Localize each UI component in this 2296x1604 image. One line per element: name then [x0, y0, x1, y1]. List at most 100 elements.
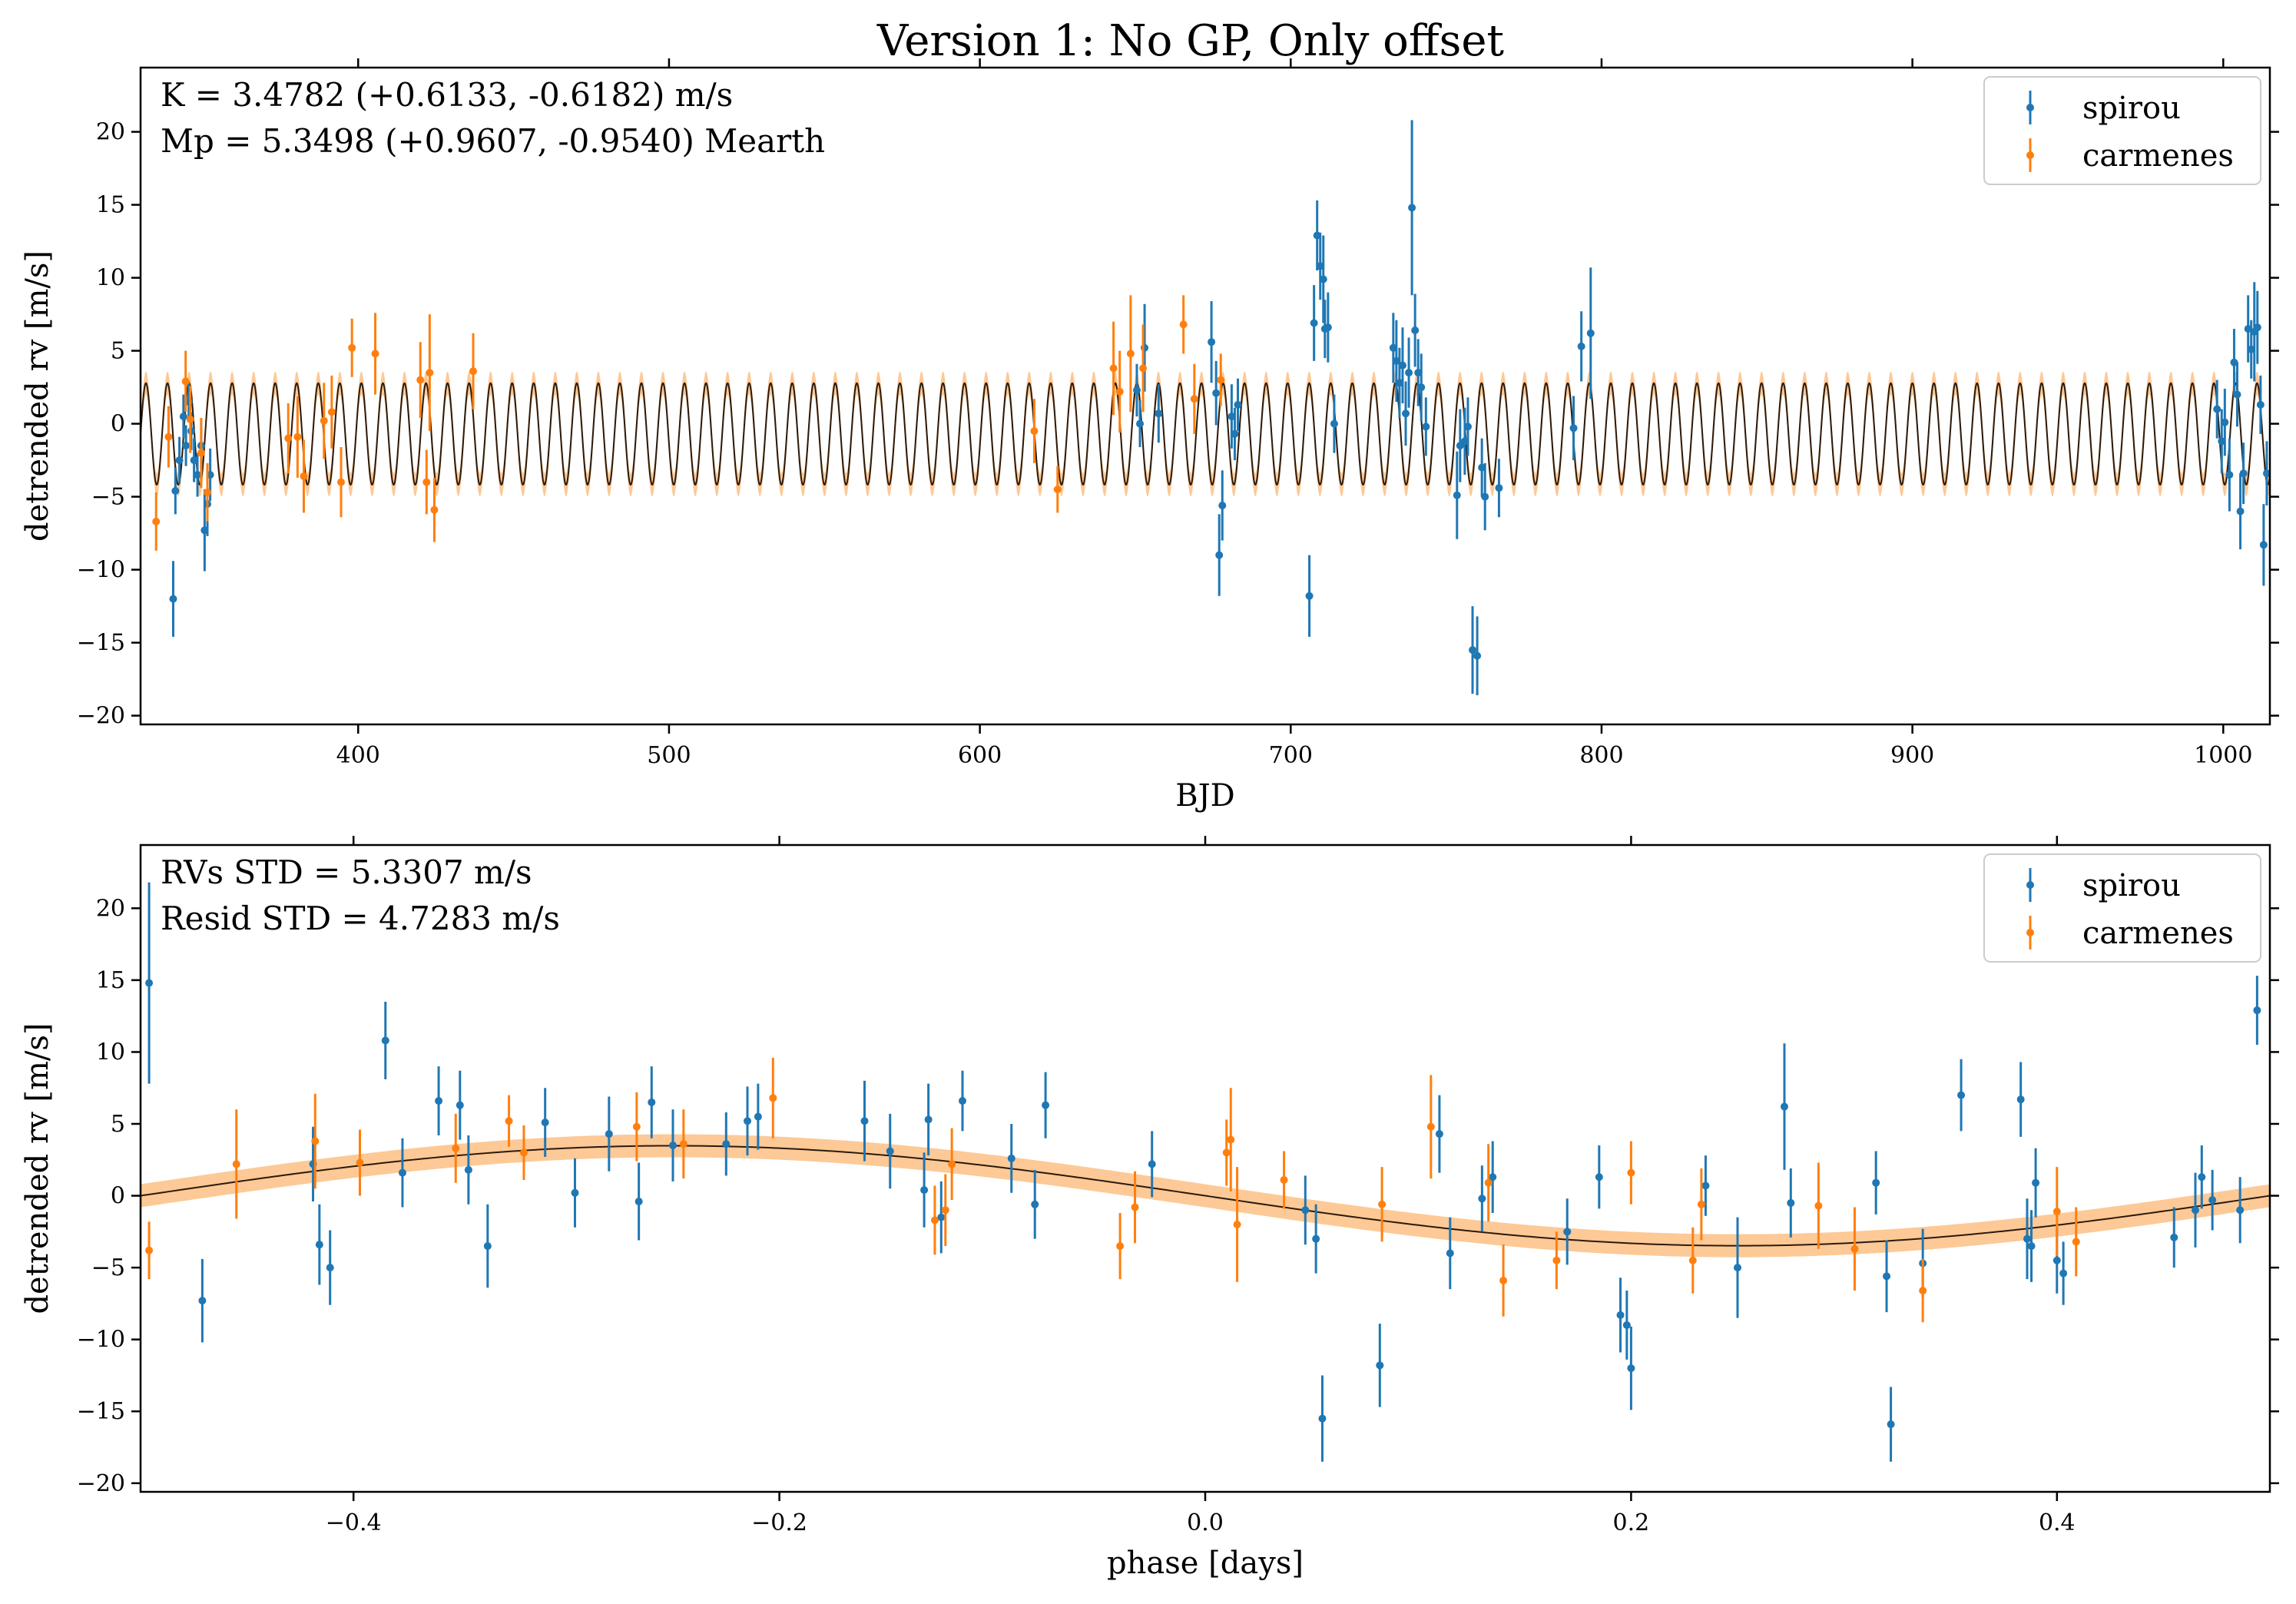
data-point-spirou: [2198, 1173, 2206, 1181]
data-point-carmenes: [197, 449, 205, 457]
data-point-spirou: [171, 487, 180, 495]
data-point-spirou: [456, 1101, 464, 1109]
data-point-spirou: [1469, 646, 1477, 655]
data-point-spirou: [886, 1147, 894, 1155]
data-point-carmenes: [430, 505, 439, 514]
data-point-spirou: [175, 456, 184, 465]
data-point-carmenes: [152, 517, 161, 525]
data-point-spirou: [179, 413, 187, 421]
data-point-spirou: [435, 1097, 443, 1105]
legend-frame: [1983, 853, 2261, 963]
data-point-spirou: [1319, 275, 1327, 283]
data-point-spirou: [1405, 369, 1413, 377]
data-point-spirou: [1312, 1234, 1320, 1243]
data-point-carmenes: [948, 1160, 956, 1168]
data-point-carmenes: [1116, 1242, 1125, 1251]
data-point-carmenes: [300, 472, 308, 480]
data-point-spirou: [924, 1115, 933, 1124]
data-point-spirou: [722, 1140, 731, 1148]
data-point-spirou: [198, 1297, 207, 1305]
data-point-spirou: [1318, 1414, 1327, 1423]
y-tick-label: 5: [111, 338, 125, 365]
bottom-panel-rv-vs-phase: −0.4 −0.2 0.0 0.2 0.4 −20 −15 −10 −5 0 5 10 15 20 phas…: [20, 836, 2279, 1581]
y-tick-label: 10: [96, 1039, 125, 1065]
data-point-spirou: [920, 1186, 929, 1195]
data-point-spirou: [1414, 369, 1423, 377]
data-point-carmenes: [1426, 1122, 1435, 1131]
data-point-spirou: [2253, 1006, 2261, 1015]
data-point-spirou: [398, 1168, 406, 1177]
data-point-spirou: [1481, 492, 1489, 501]
data-point-carmenes: [1688, 1256, 1697, 1264]
data-point-carmenes: [348, 343, 356, 352]
legend-label-carmenes: carmenes: [2082, 916, 2234, 951]
data-point-spirou: [182, 442, 191, 450]
y-tick-label: −20: [77, 1470, 125, 1497]
data-point-spirou: [669, 1142, 677, 1150]
top-panel-rv-vs-bjd: 400 500 600 700 800 900 1000 −20 −15 −10 −5 0 5 10 15 2…: [20, 58, 2279, 814]
data-point-carmenes: [293, 432, 302, 441]
data-point-carmenes: [1053, 486, 1062, 494]
data-point-spirou: [381, 1036, 389, 1045]
annotation-text: K = 3.4782 (+0.6133, -0.6182) m/s: [161, 76, 733, 114]
data-point-spirou: [2208, 1196, 2217, 1205]
legend-swatch-marker-carmenes: [2026, 151, 2034, 159]
series-spirou: [169, 120, 2270, 695]
legend: spirou carmenes: [1983, 76, 2261, 185]
data-point-spirou: [145, 979, 154, 987]
y-tick-label: 10: [96, 265, 125, 292]
data-point-spirou: [169, 595, 177, 603]
data-point-spirou: [1136, 419, 1145, 428]
data-point-spirou: [190, 456, 198, 465]
data-point-spirou: [1780, 1102, 1788, 1111]
data-point-spirou: [1478, 463, 1486, 472]
data-point-carmenes: [356, 1158, 364, 1167]
data-point-spirou: [2052, 1256, 2061, 1264]
series-carmenes: [145, 1057, 2080, 1323]
data-point-carmenes: [164, 432, 173, 441]
data-point-spirou: [1586, 329, 1595, 337]
data-point-spirou: [1734, 1264, 1741, 1272]
data-point-spirou: [2230, 358, 2238, 366]
data-point-spirou: [1398, 361, 1406, 370]
data-point-spirou: [1215, 551, 1224, 559]
data-point-spirou: [1622, 1321, 1631, 1329]
data-point-spirou: [1228, 413, 1236, 421]
x-tick-label: 0.0: [1187, 1510, 1224, 1536]
data-point-spirou: [483, 1242, 492, 1251]
data-point-carmenes: [1850, 1244, 1859, 1253]
data-point-spirou: [326, 1264, 334, 1272]
data-point-spirou: [1701, 1181, 1710, 1190]
x-tick-label: 1000: [2194, 742, 2252, 769]
y-tick-label: 0: [111, 411, 125, 438]
model-curve: [141, 1145, 2270, 1247]
model-curve: [141, 382, 2270, 486]
data-point-carmenes: [232, 1160, 240, 1168]
data-point-spirou: [1616, 1311, 1625, 1319]
data-point-spirou: [2032, 1178, 2040, 1187]
data-point-carmenes: [371, 350, 379, 358]
data-point-carmenes: [2072, 1238, 2080, 1246]
data-point-spirou: [2244, 325, 2252, 333]
data-point-spirou: [1435, 1130, 1443, 1138]
data-point-spirou: [2253, 323, 2261, 332]
data-point-carmenes: [1552, 1256, 1561, 1264]
data-point-carmenes: [145, 1246, 154, 1254]
data-point-spirou: [1392, 356, 1400, 365]
data-point-spirou: [2256, 400, 2265, 409]
y-tick-label: −10: [77, 557, 125, 584]
data-point-spirou: [2213, 405, 2221, 413]
data-point-spirou: [1577, 342, 1585, 350]
legend-swatch-marker-carmenes: [2026, 929, 2034, 936]
data-point-spirou: [1234, 400, 1242, 409]
y-tick-label: 5: [111, 1111, 125, 1138]
data-point-spirou: [1031, 1200, 1039, 1208]
data-point-spirou: [1787, 1198, 1795, 1207]
legend-label-spirou: spirou: [2082, 91, 2181, 126]
data-point-carmenes: [311, 1137, 320, 1145]
data-point-spirou: [1155, 409, 1163, 418]
data-point-spirou: [1218, 502, 1227, 509]
data-point-spirou: [2023, 1234, 2031, 1243]
x-axis-label: phase [days]: [1107, 1546, 1304, 1581]
